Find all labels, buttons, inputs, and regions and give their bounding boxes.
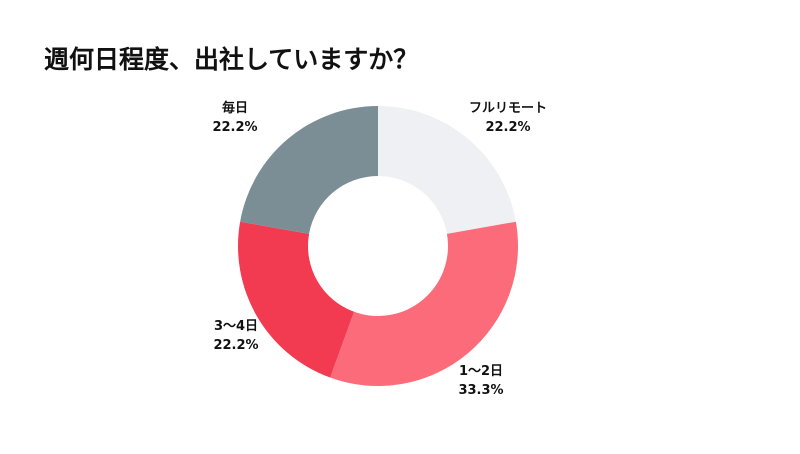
slice-value-label: 22.2% [213,338,259,353]
donut-slice-2 [330,221,518,387]
chart-title: 週何日程度、出社していますか？ [44,45,419,74]
slice-label-2: 1〜2日 33.3% [401,362,561,400]
slice-category-label: 毎日 [221,101,248,116]
donut-slice-4 [240,106,378,234]
slice-label-1: フルリモート 22.2% [428,99,588,137]
slice-label-3: 3〜4日 22.2% [156,317,316,355]
slice-value-label: 22.2% [485,120,531,135]
donut-slice-1 [378,106,516,234]
slice-category-label: 1〜2日 [458,364,504,379]
slice-category-label: 3〜4日 [213,319,259,334]
slice-category-label: フルリモート [468,101,547,116]
donut-slice-3 [237,221,355,378]
slice-value-label: 22.2% [212,120,258,135]
slice-value-label: 33.3% [458,383,504,398]
slice-label-4: 毎日 22.2% [155,99,315,137]
